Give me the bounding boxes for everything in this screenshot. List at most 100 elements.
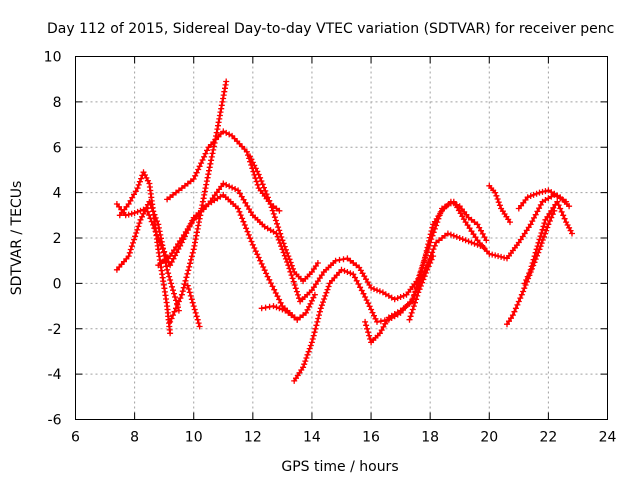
data-point: [272, 290, 279, 296]
data-point: [131, 236, 138, 243]
data-point: [511, 308, 518, 315]
data-point: [170, 287, 176, 294]
data-point: [127, 246, 134, 253]
data-point: [248, 209, 254, 216]
data-point: [303, 309, 309, 316]
data-point: [347, 270, 354, 277]
data-point: [148, 205, 155, 212]
data-point: [172, 294, 178, 300]
data-point: [468, 239, 475, 246]
data-point: [515, 298, 522, 305]
y-tick-label: 6: [53, 140, 62, 156]
data-point: [136, 220, 143, 227]
data-point: [133, 230, 140, 236]
data-point: [413, 284, 420, 291]
data-point: [548, 214, 555, 221]
data-point: [195, 222, 202, 229]
data-point: [507, 219, 513, 226]
data-point: [489, 251, 496, 258]
x-tick-label: 16: [362, 430, 380, 446]
data-point: [167, 277, 174, 283]
data-point: [192, 239, 198, 246]
data-point: [453, 233, 460, 240]
data-point: [135, 181, 142, 188]
data-point: [208, 157, 215, 164]
data-point: [217, 109, 224, 116]
data-point: [223, 78, 230, 85]
data-point: [532, 249, 539, 256]
data-point: [248, 238, 255, 245]
data-point: [555, 202, 562, 209]
data-point: [536, 189, 543, 196]
data-point: [376, 330, 383, 337]
data-point: [465, 238, 472, 245]
data-point: [558, 208, 565, 215]
data-point: [541, 220, 548, 227]
data-point: [508, 315, 514, 322]
data-point: [426, 237, 433, 244]
data-point: [539, 188, 546, 195]
x-tick-label: 20: [480, 430, 498, 446]
data-point: [372, 315, 379, 322]
data-point: [495, 199, 502, 206]
data-point: [147, 215, 154, 222]
data-point: [474, 241, 481, 248]
data-point: [273, 304, 280, 311]
data-point: [520, 288, 527, 295]
data-point: [264, 273, 271, 280]
series-sat-f: [164, 128, 321, 285]
data-point: [194, 316, 201, 323]
data-point: [276, 296, 283, 303]
data-point: [542, 188, 549, 195]
data-point: [288, 272, 295, 279]
data-point: [192, 309, 199, 316]
data-point: [180, 232, 187, 238]
data-point: [204, 174, 211, 181]
data-point: [492, 189, 499, 196]
data-point: [262, 187, 269, 194]
data-point: [366, 303, 373, 310]
data-point: [131, 191, 137, 198]
data-point: [496, 202, 503, 209]
series-sat-k: [362, 198, 490, 346]
data-point: [274, 293, 281, 300]
x-tick-label: 22: [539, 430, 557, 446]
data-point: [527, 221, 534, 228]
data-point: [523, 277, 530, 283]
data-point: [244, 203, 251, 209]
data-point: [518, 291, 525, 298]
data-point: [363, 322, 370, 329]
data-point: [542, 230, 549, 237]
data-point: [312, 325, 319, 332]
data-point: [134, 226, 141, 233]
data-point: [362, 318, 369, 325]
x-tick-label: 14: [303, 430, 321, 446]
data-point: [306, 345, 313, 352]
series-sat-c: [113, 198, 182, 314]
data-point: [378, 327, 385, 334]
data-point: [157, 231, 164, 238]
data-point: [407, 313, 414, 320]
data-point: [186, 289, 193, 296]
x-tick-label: 18: [421, 430, 439, 446]
data-point: [316, 308, 323, 315]
data-point: [344, 269, 351, 275]
data-point: [415, 278, 422, 285]
data-point: [316, 312, 322, 319]
data-point: [318, 302, 325, 309]
data-point: [483, 237, 490, 244]
data-point: [472, 234, 479, 241]
data-point: [380, 323, 387, 330]
data-point: [302, 358, 309, 365]
data-point: [236, 190, 243, 197]
data-point: [257, 257, 264, 264]
data-point: [308, 297, 315, 304]
data-point: [188, 219, 195, 226]
data-point: [341, 267, 348, 274]
y-tick-label: -4: [48, 367, 62, 383]
data-point: [524, 273, 531, 280]
data-point: [471, 240, 478, 247]
data-point: [273, 230, 280, 237]
data-point: [246, 206, 253, 213]
data-point: [422, 254, 429, 261]
